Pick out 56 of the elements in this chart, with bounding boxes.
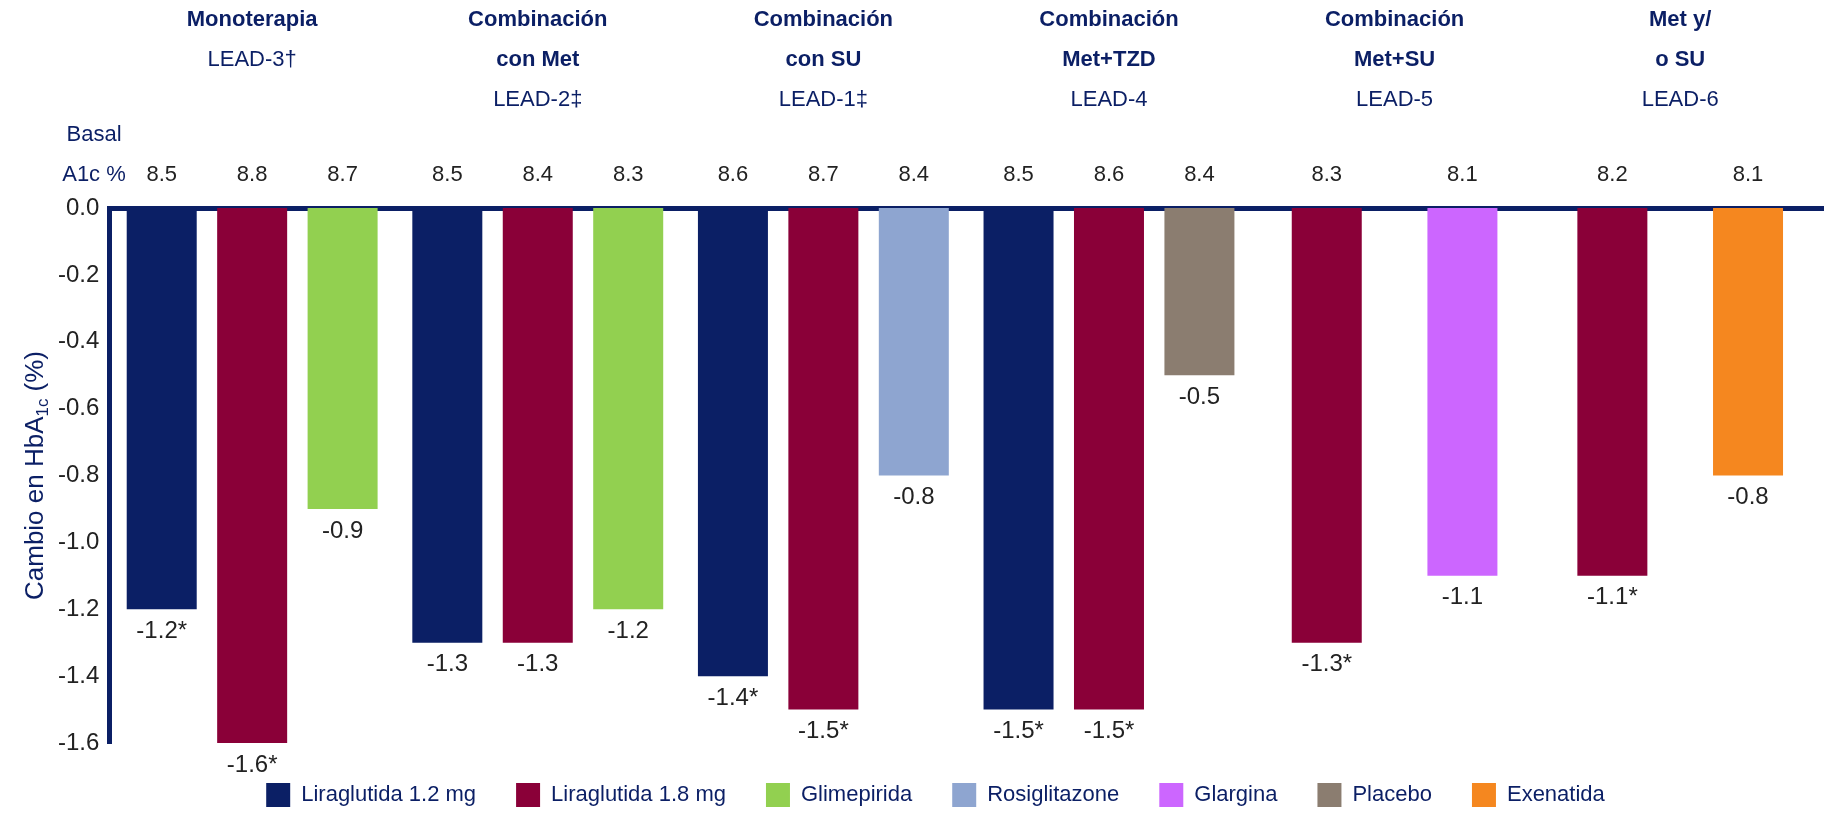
data-label: -1.5*: [1083, 716, 1135, 744]
y-tick-label: -1.0: [58, 527, 100, 554]
data-label: -1.5*: [993, 716, 1044, 744]
data-label: -1.3: [517, 649, 559, 677]
data-label: -0.8: [893, 482, 935, 510]
legend-label: Liraglutida 1.8 mg: [551, 781, 726, 807]
text: 8.8: [236, 161, 268, 187]
y-tick-label: -0.2: [58, 259, 100, 287]
data-label: -1.3: [426, 649, 468, 677]
text: 8.1: [1732, 161, 1764, 187]
text: Basal A1c %: [62, 121, 126, 187]
text: 8.7: [327, 161, 358, 187]
text: 8.6: [717, 161, 749, 187]
data-label: -1.2*: [136, 615, 188, 643]
legend-label: Glimepirida: [800, 781, 913, 807]
y-tick-label: -0.8: [58, 460, 100, 488]
y-axis-title: Cambio en HbA1c (%): [19, 350, 53, 601]
text: 8.3: [612, 161, 644, 187]
x-tick-label: Met y/ o SU LEAD-6: [1641, 6, 1719, 112]
data-label: -1.1*: [1587, 582, 1638, 610]
x-tick-label: Combinación con SU LEAD-1‡: [753, 6, 894, 112]
data-label: -1.3*: [1301, 649, 1353, 677]
data-label: -1.6*: [226, 749, 278, 777]
data-label: -0.9: [321, 515, 364, 543]
data-label: -1.1: [1441, 582, 1484, 610]
text: 8.4: [898, 161, 930, 187]
text: 8.1: [1447, 161, 1478, 187]
x-tick-label: Monoterapia LEAD-3†: [186, 6, 319, 72]
data-label: -1.2: [607, 615, 649, 643]
text: 8.4: [522, 161, 554, 187]
data-label: -0.8: [1727, 482, 1769, 510]
x-tick-label: Combinación con Met LEAD-2‡: [468, 6, 608, 112]
y-tick-label: -1.4: [58, 660, 100, 688]
text: 8.7: [808, 161, 839, 187]
legend-label: Glargina: [1194, 781, 1279, 807]
text: 8.2: [1597, 161, 1628, 187]
text: 8.5: [1003, 161, 1034, 187]
text: 8.5: [432, 161, 463, 187]
y-tick-label: 0.0: [65, 192, 100, 220]
y-tick-label: -1.2: [58, 593, 100, 621]
data-label: -1.5*: [798, 716, 849, 744]
text: 8.3: [1311, 161, 1343, 187]
data-label: -0.5: [1178, 381, 1221, 409]
y-tick-label: -0.6: [58, 393, 100, 421]
data-label: -1.4*: [707, 682, 759, 710]
y-tick-label: -0.4: [58, 326, 100, 354]
text: 8.5: [146, 161, 178, 187]
legend-label: Placebo: [1352, 781, 1432, 807]
x-tick-label: Combinación Met+TZD LEAD-4: [1039, 6, 1179, 112]
legend-label: Liraglutida 1.2 mg: [301, 781, 477, 807]
legend-label: Rosiglitazone: [987, 781, 1120, 807]
text: 8.4: [1184, 161, 1215, 187]
legend-label: Exenatida: [1506, 781, 1606, 807]
text: 8.6: [1093, 161, 1125, 187]
x-tick-label: Combinación Met+SU LEAD-5: [1324, 6, 1465, 112]
y-tick-label: -1.6: [58, 727, 100, 755]
